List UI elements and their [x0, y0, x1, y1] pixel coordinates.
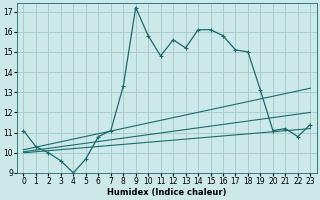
X-axis label: Humidex (Indice chaleur): Humidex (Indice chaleur) — [107, 188, 227, 197]
